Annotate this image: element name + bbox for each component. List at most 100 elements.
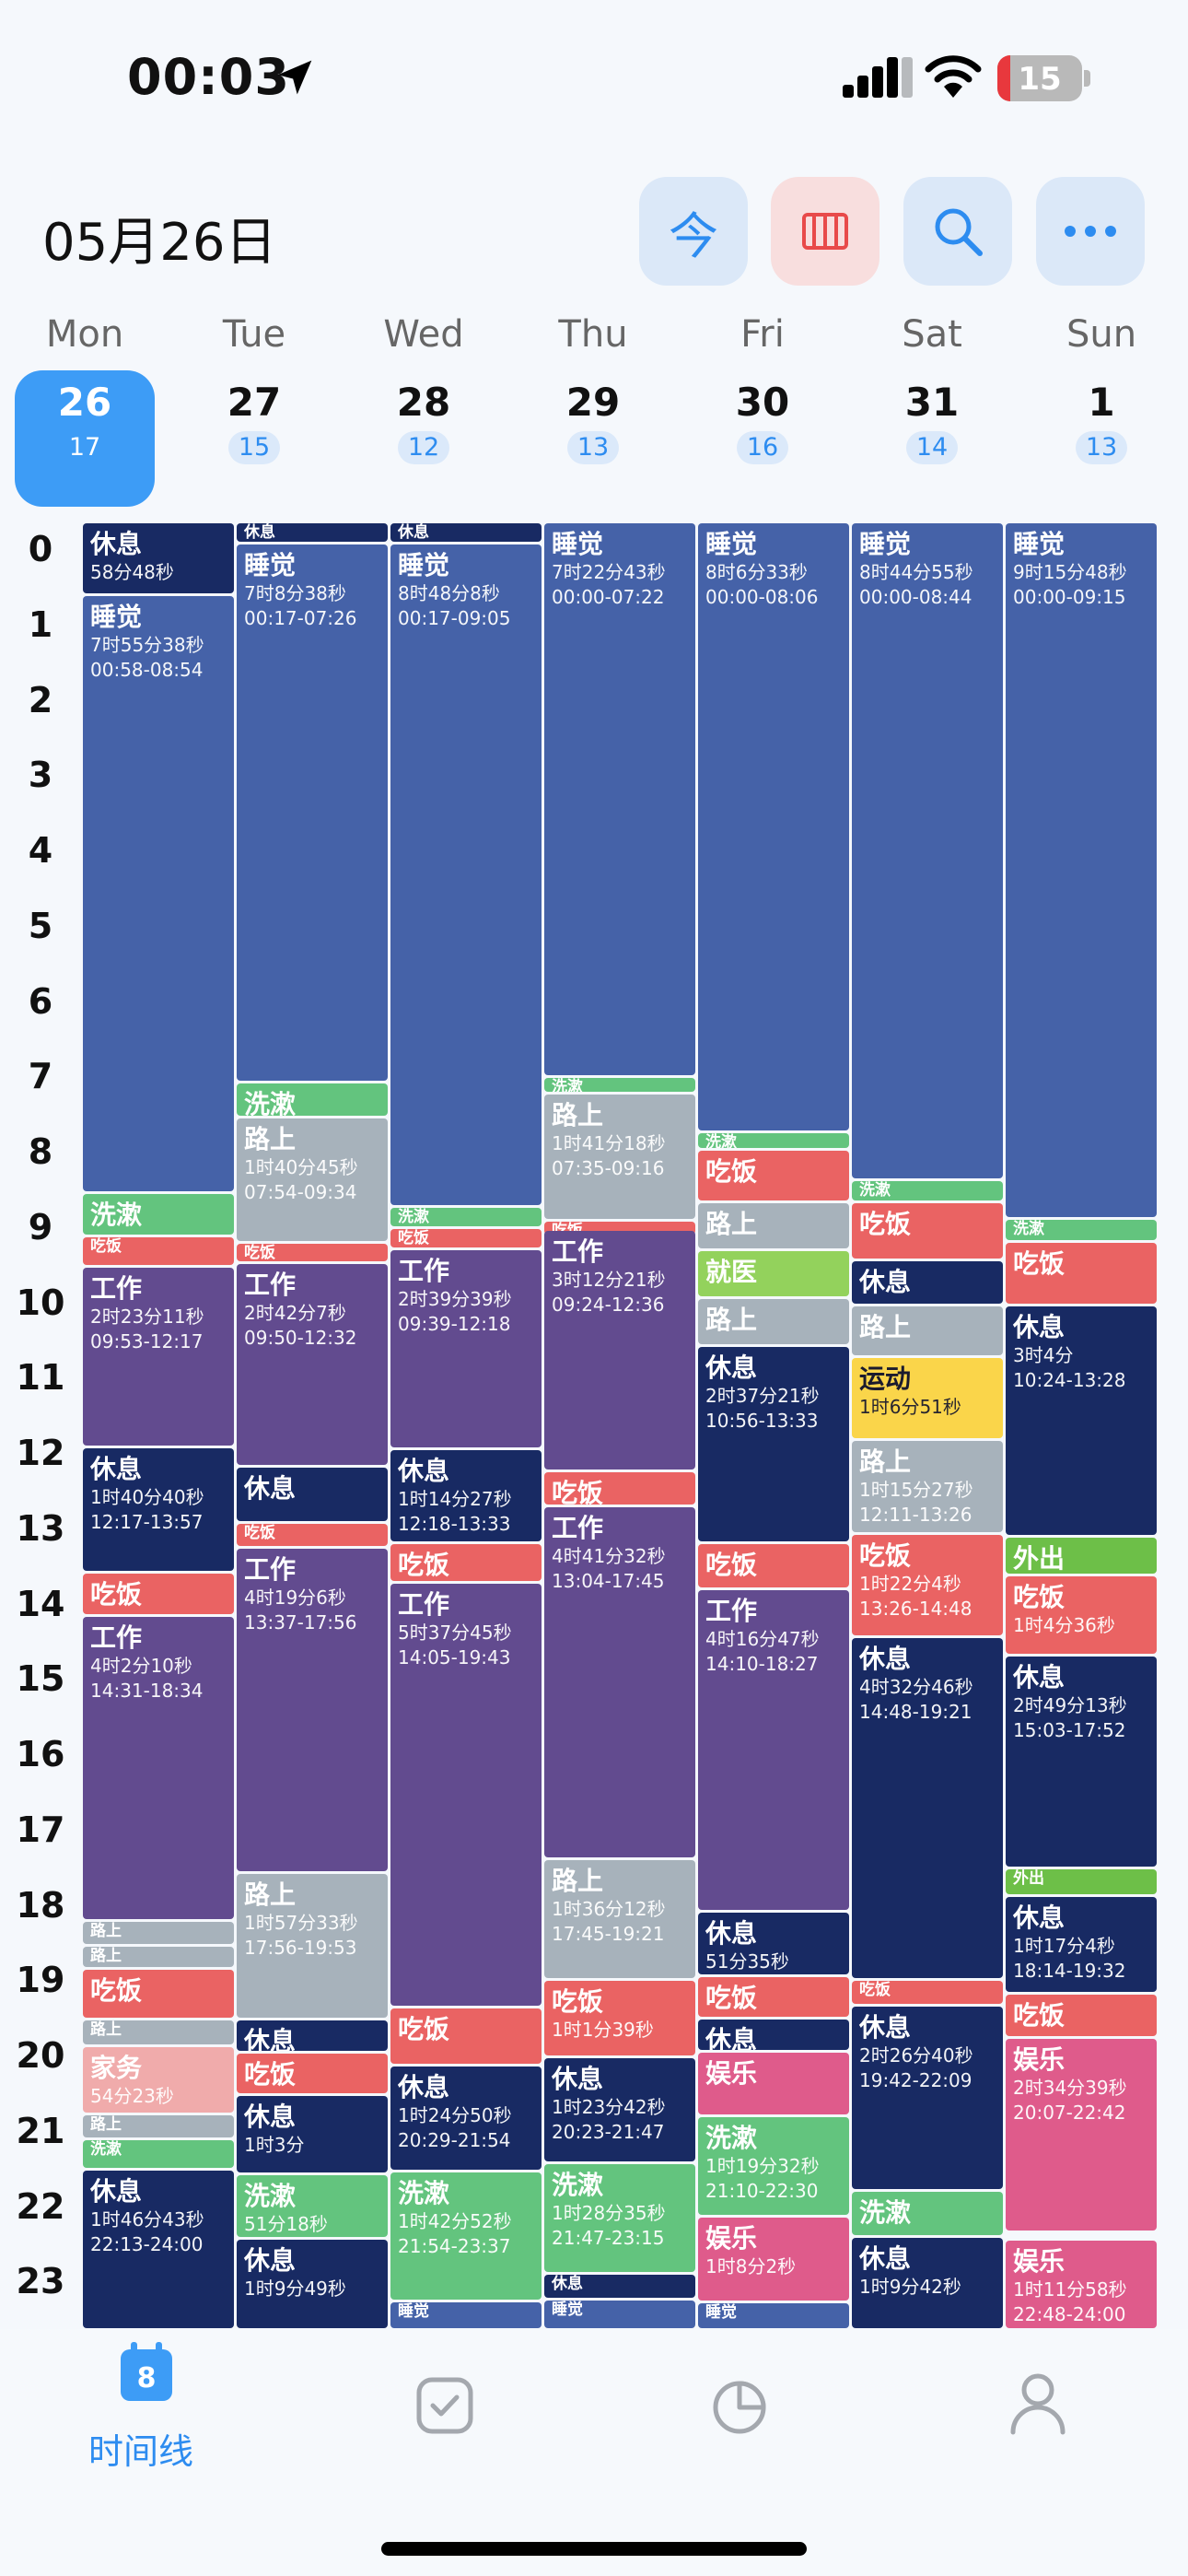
timeline-event[interactable]: 休息 51分35秒 xyxy=(698,1913,849,1974)
current-date-title[interactable]: 05月26日 xyxy=(42,213,277,273)
timeline-event[interactable]: 吃饭 1时1分39秒 xyxy=(544,1980,695,2056)
timeline-event[interactable]: 洗漱 xyxy=(390,1207,542,1226)
timeline-event[interactable]: 工作 2时42分7秒 09:50-12:32 xyxy=(237,1263,388,1465)
day-number[interactable]: 27 xyxy=(227,380,282,425)
timeline-event[interactable]: 休息 1时23分42秒 20:23-21:47 xyxy=(544,2058,695,2161)
day-number[interactable]: 31 xyxy=(904,380,960,425)
tab-timeline[interactable]: 8 xyxy=(118,2340,175,2408)
timeline-event[interactable]: 路上 xyxy=(83,2020,234,2045)
timeline-event[interactable]: 娱乐 2时34分39秒 20:07-22:42 xyxy=(1006,2038,1157,2231)
day-number[interactable]: 26 xyxy=(57,380,112,425)
timeline-event[interactable]: 路上 1时41分18秒 07:35-09:16 xyxy=(544,1094,695,1219)
timeline-event[interactable]: 休息 xyxy=(852,1261,1003,1305)
timeline-event[interactable]: 吃饭 xyxy=(852,1980,1003,2005)
timeline-event[interactable]: 洗漱 xyxy=(237,1083,388,1116)
timeline-event[interactable]: 洗漱 51分18秒 xyxy=(237,2175,388,2237)
timeline-event[interactable]: 吃饭 xyxy=(83,1237,234,1265)
timeline-event[interactable]: 休息 1时9分49秒 xyxy=(237,2239,388,2328)
search-button[interactable] xyxy=(903,177,1012,286)
timeline-event[interactable]: 路上 1时15分27秒 12:11-13:26 xyxy=(852,1440,1003,1533)
timeline-event[interactable]: 休息 xyxy=(390,523,542,543)
timeline-event[interactable]: 休息 1时40分40秒 12:17-13:57 xyxy=(83,1448,234,1572)
timeline-event[interactable]: 吃饭 xyxy=(852,1203,1003,1259)
timeline-event[interactable]: 吃饭 xyxy=(390,1228,542,1247)
timeline-event[interactable]: 休息 1时3分 xyxy=(237,2096,388,2173)
timeline-event[interactable]: 休息 1时46分43秒 22:13-24:00 xyxy=(83,2170,234,2328)
timeline-event[interactable]: 工作 2时23分11秒 09:53-12:17 xyxy=(83,1267,234,1446)
timeline-event[interactable]: 睡觉 xyxy=(698,2303,849,2328)
timeline-event[interactable]: 路上 1时40分45秒 07:54-09:34 xyxy=(237,1118,388,1242)
timeline-event[interactable]: 休息 xyxy=(237,1467,388,1521)
timeline-event[interactable]: 休息 xyxy=(237,2020,388,2051)
timeline-event[interactable]: 吃饭 xyxy=(1006,1994,1157,2036)
timeline-event[interactable]: 休息 1时14分27秒 12:18-13:33 xyxy=(390,1449,542,1541)
timeline-event[interactable]: 工作 4时16分47秒 14:10-18:27 xyxy=(698,1590,849,1911)
timeline-event[interactable]: 洗漱 xyxy=(83,1193,234,1235)
timeline-event[interactable]: 吃饭 xyxy=(83,1574,234,1614)
timeline-event[interactable]: 洗漱 xyxy=(698,1133,849,1149)
timeline-event[interactable]: 睡觉 7时55分38秒 00:58-08:54 xyxy=(83,596,234,1191)
tab-statistics[interactable] xyxy=(709,2375,770,2440)
timeline-event[interactable]: 吃饭 xyxy=(237,1244,388,1261)
timeline-event[interactable]: 洗漱 xyxy=(852,2191,1003,2236)
tab-profile[interactable] xyxy=(1007,2371,1068,2440)
timeline-event[interactable]: 路上 xyxy=(83,1947,234,1967)
timeline-event[interactable]: 休息 1时17分4秒 18:14-19:32 xyxy=(1006,1896,1157,1992)
timeline-event[interactable]: 吃饭 xyxy=(544,1221,695,1235)
timeline-event[interactable]: 睡觉 7时22分43秒 00:00-07:22 xyxy=(544,523,695,1076)
timeline-event[interactable]: 吃饭 xyxy=(544,1472,695,1505)
timeline-event[interactable]: 吃饭 xyxy=(698,1976,849,2018)
timeline-event[interactable]: 吃饭 xyxy=(698,1151,849,1201)
timeline-event[interactable]: 路上 xyxy=(83,2114,234,2137)
timeline-event[interactable]: 睡觉 xyxy=(544,2301,695,2328)
timeline-event[interactable]: 睡觉 xyxy=(390,2301,542,2328)
timeline-event[interactable]: 家务 54分23秒 xyxy=(83,2047,234,2113)
timeline-event[interactable]: 吃饭 xyxy=(83,1969,234,2019)
timeline-event[interactable]: 工作 2时39分39秒 09:39-12:18 xyxy=(390,1249,542,1447)
timeline-event[interactable]: 休息 xyxy=(544,2274,695,2299)
timeline-event[interactable]: 休息 2时49分13秒 15:03-17:52 xyxy=(1006,1657,1157,1867)
timeline-event[interactable]: 睡觉 9时15分48秒 00:00-09:15 xyxy=(1006,523,1157,1218)
timeline-event[interactable]: 睡觉 7时8分38秒 00:17-07:26 xyxy=(237,544,388,1081)
timeline-event[interactable]: 休息 xyxy=(698,2020,849,2050)
timeline-event[interactable]: 吃饭 1时4分36秒 xyxy=(1006,1576,1157,1655)
timeline-event[interactable]: 工作 4时19分6秒 13:37-17:56 xyxy=(237,1549,388,1872)
timeline-event[interactable]: 吃饭 xyxy=(237,1523,388,1547)
timeline-event[interactable]: 外出 xyxy=(1006,1537,1157,1575)
timeline-event[interactable]: 洗漱 xyxy=(852,1180,1003,1201)
timeline-event[interactable]: 休息 3时4分 10:24-13:28 xyxy=(1006,1306,1157,1535)
more-button[interactable] xyxy=(1036,177,1145,286)
timeline-event[interactable]: 睡觉 8时48分8秒 00:17-09:05 xyxy=(390,544,542,1205)
timeline-event[interactable]: 外出 xyxy=(1006,1868,1157,1894)
timeline-event[interactable]: 休息 1时9分42秒 xyxy=(852,2238,1003,2328)
timeline-event[interactable]: 吃饭 xyxy=(390,1543,542,1582)
timeline-event[interactable]: 洗漱 1时42分52秒 21:54-23:37 xyxy=(390,2172,542,2300)
timeline-event[interactable]: 吃饭 xyxy=(1006,1242,1157,1305)
timeline-event[interactable]: 路上 1时36分12秒 17:45-19:21 xyxy=(544,1860,695,1978)
timeline-event[interactable]: 吃饭 xyxy=(698,1543,849,1588)
timeline-event[interactable]: 睡觉 8时44分55秒 00:00-08:44 xyxy=(852,523,1003,1178)
timeline-event[interactable]: 工作 5时37分45秒 14:05-19:43 xyxy=(390,1584,542,2006)
timeline-event[interactable]: 路上 1时57分33秒 17:56-19:53 xyxy=(237,1874,388,2019)
timeline-event[interactable]: 工作 4时2分10秒 14:31-18:34 xyxy=(83,1616,234,1919)
timeline-event[interactable]: 洗漱 xyxy=(83,2139,234,2168)
view-mode-button[interactable] xyxy=(771,177,879,286)
timeline-event[interactable]: 娱乐 xyxy=(698,2052,849,2115)
timeline-event[interactable]: 娱乐 1时11分58秒 22:48-24:00 xyxy=(1006,2240,1157,2328)
timeline-event[interactable]: 睡觉 8时6分33秒 00:00-08:06 xyxy=(698,523,849,1131)
timeline-event[interactable]: 就医 xyxy=(698,1251,849,1297)
day-number[interactable]: 30 xyxy=(735,380,790,425)
timeline-event[interactable]: 洗漱 1时28分35秒 21:47-23:15 xyxy=(544,2163,695,2272)
timeline-event[interactable]: 娱乐 1时8分2秒 xyxy=(698,2218,849,2301)
timeline-event[interactable]: 休息 2时37分21秒 10:56-13:33 xyxy=(698,1346,849,1541)
day-number[interactable]: 28 xyxy=(396,380,451,425)
selected-day-highlight[interactable] xyxy=(15,370,155,507)
timeline-event[interactable]: 休息 58分48秒 xyxy=(83,523,234,594)
timeline-event[interactable]: 工作 4时41分32秒 13:04-17:45 xyxy=(544,1507,695,1858)
timeline-event[interactable]: 吃饭 xyxy=(237,2053,388,2094)
timeline-event[interactable]: 运动 1时6分51秒 xyxy=(852,1358,1003,1438)
tab-timeline-label[interactable]: 时间线 xyxy=(88,2431,194,2472)
timeline-event[interactable]: 吃饭 1时22分4秒 13:26-14:48 xyxy=(852,1535,1003,1635)
timeline-event[interactable]: 工作 3时12分21秒 09:24-12:36 xyxy=(544,1231,695,1470)
today-button[interactable]: 今 xyxy=(639,177,748,286)
